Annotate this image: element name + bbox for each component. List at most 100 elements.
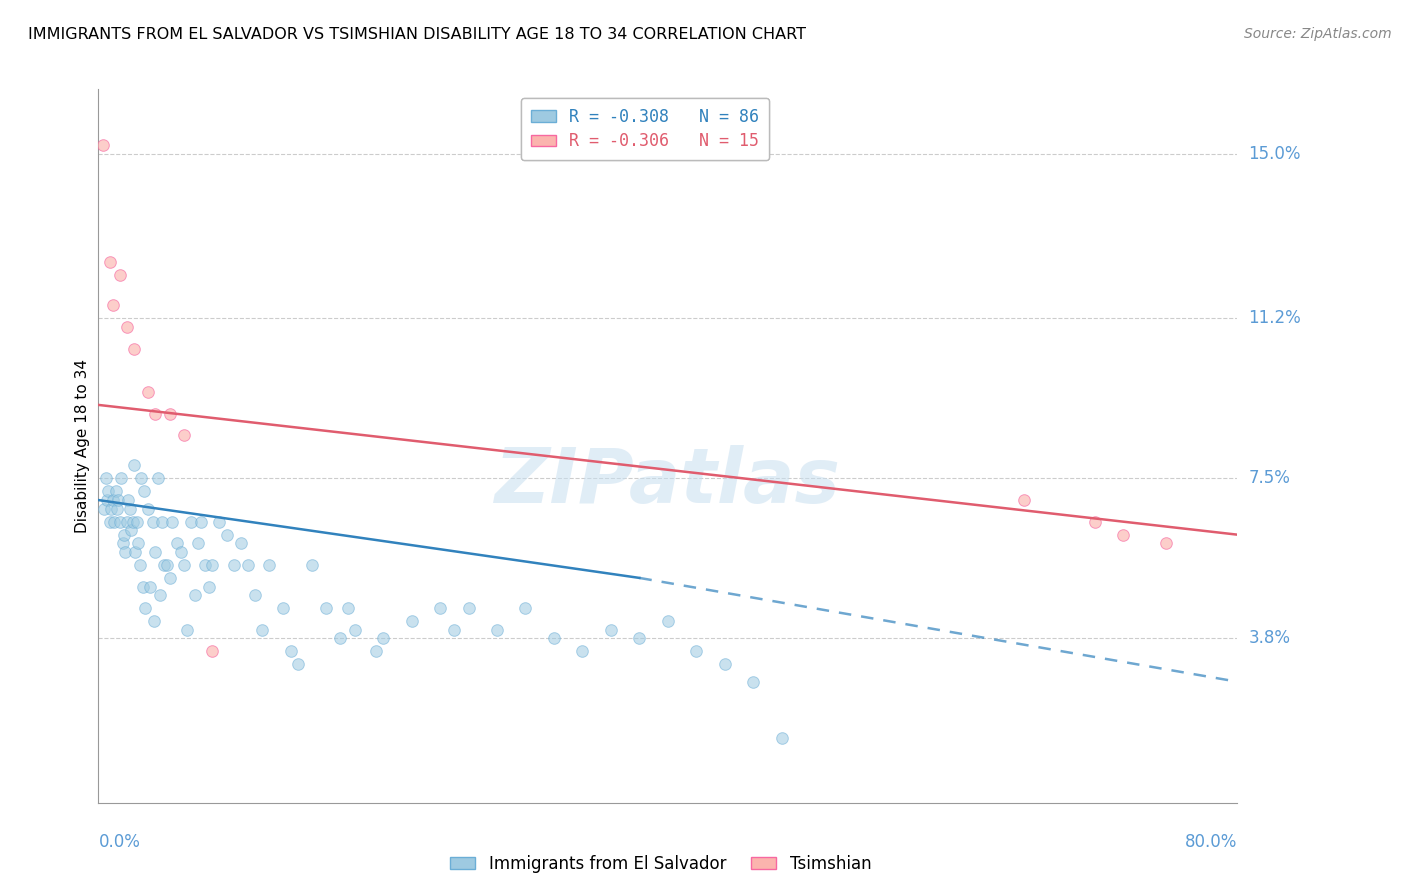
Point [159,571,181,585]
Point [111,536,134,550]
Point [201,558,224,572]
Point [125,515,148,529]
Text: IMMIGRANTS FROM EL SALVADOR VS TSIMSHIAN DISABILITY AGE 18 TO 34 CORRELATION CHA: IMMIGRANTS FROM EL SALVADOR VS TSIMSHIAN… [28,27,806,42]
Point [114,545,136,559]
Point [124,545,146,559]
Point [110,471,132,485]
Point [486,623,509,637]
Legend: Immigrants from El Salvador, Tsimshian: Immigrants from El Salvador, Tsimshian [444,848,877,880]
Point [159,407,181,421]
Point [100,501,122,516]
Point [115,320,138,334]
Point [132,484,155,499]
Point [156,558,179,572]
Point [1084,515,1107,529]
Point [657,614,679,628]
Point [364,644,387,658]
Point [94,471,117,485]
Point [259,558,281,572]
Point [301,558,323,572]
Point [628,632,651,646]
Text: 15.0%: 15.0% [1249,145,1301,163]
Point [148,471,170,485]
Point [600,623,623,637]
Point [401,614,423,628]
Point [122,342,145,356]
Point [1112,527,1135,541]
Point [108,515,131,529]
Text: Source: ZipAtlas.com: Source: ZipAtlas.com [1244,27,1392,41]
Point [371,632,394,646]
Point [336,601,359,615]
Y-axis label: Disability Age 18 to 34: Disability Age 18 to 34 [75,359,90,533]
Point [543,632,565,646]
Point [141,515,163,529]
Point [714,657,737,672]
Point [121,515,143,529]
Point [93,501,115,516]
Legend: R = -0.308   N = 86, R = -0.306   N = 15: R = -0.308 N = 86, R = -0.306 N = 15 [520,97,769,161]
Text: 80.0%: 80.0% [1185,833,1237,851]
Point [138,580,160,594]
Point [329,632,352,646]
Point [250,623,273,637]
Point [118,501,141,516]
Point [166,536,188,550]
Point [122,458,145,473]
Point [273,601,295,615]
Point [98,255,121,269]
Point [112,527,135,541]
Point [180,515,202,529]
Point [97,484,120,499]
Point [173,558,195,572]
Point [315,601,337,615]
Point [104,484,127,499]
Point [1012,493,1035,508]
Point [571,644,593,658]
Point [115,515,138,529]
Point [162,515,184,529]
Point [153,558,176,572]
Point [201,644,224,658]
Text: 3.8%: 3.8% [1249,630,1291,648]
Point [136,501,159,516]
Point [152,515,174,529]
Text: 11.2%: 11.2% [1249,310,1301,327]
Point [145,545,167,559]
Point [107,493,129,508]
Point [457,601,479,615]
Point [190,515,212,529]
Point [134,601,156,615]
Point [194,558,217,572]
Point [117,493,139,508]
Point [105,501,128,516]
Point [1154,536,1177,550]
Point [215,527,238,541]
Point [287,657,309,672]
Point [145,407,167,421]
Point [149,588,172,602]
Text: 7.5%: 7.5% [1249,469,1291,487]
Point [127,536,149,550]
Point [685,644,707,658]
Point [173,428,195,442]
Point [208,515,231,529]
Point [184,588,207,602]
Point [243,588,266,602]
Point [176,623,198,637]
Text: 0.0%: 0.0% [98,833,141,851]
Point [129,471,152,485]
Point [96,493,118,508]
Point [443,623,465,637]
Point [236,558,259,572]
Point [91,138,114,153]
Point [131,580,153,594]
Point [198,580,221,594]
Point [136,384,159,399]
Point [120,524,142,538]
Point [187,536,209,550]
Point [101,298,124,312]
Point [429,601,451,615]
Point [343,623,366,637]
Text: ZIPatlas: ZIPatlas [495,445,841,518]
